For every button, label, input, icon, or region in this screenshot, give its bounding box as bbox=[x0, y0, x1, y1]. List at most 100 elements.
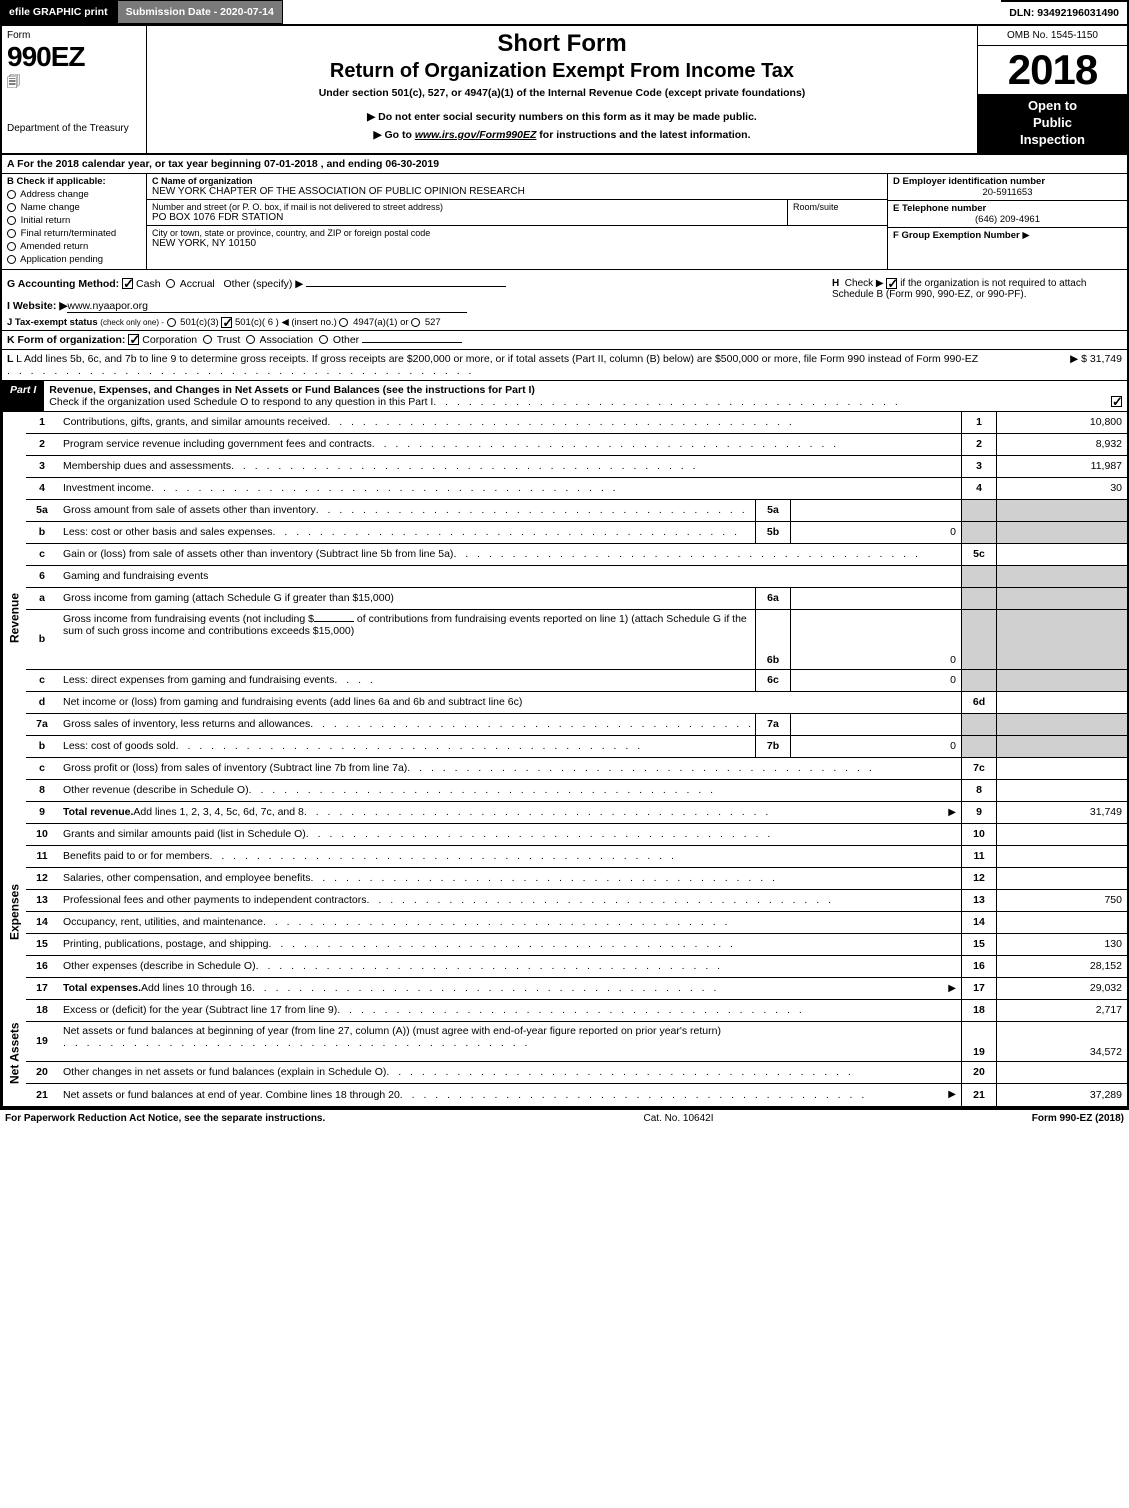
f-arrow-icon: ▶ bbox=[1022, 230, 1029, 241]
f-label: F Group Exemption Number bbox=[893, 230, 1020, 241]
phone-value: (646) 209-4961 bbox=[893, 214, 1122, 225]
website-value: www.nyaapor.org bbox=[67, 300, 467, 313]
dln-label: DLN: 93492196031490 bbox=[1001, 0, 1129, 24]
line-j: J Tax-exempt status (check only one) - 5… bbox=[7, 317, 822, 328]
omb-number: OMB No. 1545-1150 bbox=[978, 26, 1127, 46]
e-label: E Telephone number bbox=[893, 203, 1122, 214]
page-footer: For Paperwork Reduction Act Notice, see … bbox=[0, 1110, 1129, 1127]
row-6d: d Net income or (loss) from gaming and f… bbox=[26, 692, 1127, 714]
checkbox-pending[interactable] bbox=[7, 255, 16, 264]
form-number: 990EZ bbox=[7, 41, 141, 73]
row-7b: b Less: cost of goods sold 7b 0 bbox=[26, 736, 1127, 758]
row-10: 10 Grants and similar amounts paid (list… bbox=[26, 824, 1127, 846]
checkbox-name-change[interactable] bbox=[7, 203, 16, 212]
row-18: 18 Excess or (deficit) for the year (Sub… bbox=[26, 1000, 1127, 1022]
row-17: 17 Total expenses. Add lines 10 through … bbox=[26, 978, 1127, 1000]
header-center: Short Form Return of Organization Exempt… bbox=[147, 26, 977, 153]
street-value: PO BOX 1076 FDR STATION bbox=[152, 212, 782, 223]
part1-title: Revenue, Expenses, and Changes in Net As… bbox=[49, 384, 1122, 396]
checkbox-address-change[interactable] bbox=[7, 190, 16, 199]
city-value: NEW YORK, NY 10150 bbox=[152, 238, 882, 249]
efile-print-button[interactable]: efile GRAPHIC print bbox=[0, 0, 117, 24]
row-4: 4 Investment income 4 30 bbox=[26, 478, 1127, 500]
row-19: 19 Net assets or fund balances at beginn… bbox=[26, 1022, 1127, 1062]
row-2: 2 Program service revenue including gove… bbox=[26, 434, 1127, 456]
d-label: D Employer identification number bbox=[893, 176, 1122, 187]
checkbox-cash[interactable] bbox=[122, 278, 133, 289]
checkbox-initial-return[interactable] bbox=[7, 216, 16, 225]
expenses-side-label: Expenses bbox=[2, 824, 26, 1000]
row-13: 13 Professional fees and other payments … bbox=[26, 890, 1127, 912]
checkbox-trust[interactable] bbox=[203, 335, 212, 344]
row-16: 16 Other expenses (describe in Schedule … bbox=[26, 956, 1127, 978]
open-to-public: Open toPublicInspection bbox=[978, 94, 1127, 153]
checkbox-assoc[interactable] bbox=[246, 335, 255, 344]
part1-label: Part I bbox=[2, 381, 44, 411]
row-5c: c Gain or (loss) from sale of assets oth… bbox=[26, 544, 1127, 566]
box-b: B Check if applicable: Address change Na… bbox=[2, 174, 147, 269]
row-7c: c Gross profit or (loss) from sales of i… bbox=[26, 758, 1127, 780]
row-5b: b Less: cost or other basis and sales ex… bbox=[26, 522, 1127, 544]
irs-link[interactable]: www.irs.gov/Form990EZ bbox=[415, 129, 537, 141]
header-left: Form 990EZ 🗐 Department of the Treasury bbox=[2, 26, 147, 153]
goto-link-row: ▶ Go to www.irs.gov/Form990EZ for instru… bbox=[157, 129, 967, 141]
checkbox-final-return[interactable] bbox=[7, 229, 16, 238]
row-20: 20 Other changes in net assets or fund b… bbox=[26, 1062, 1127, 1084]
street-label: Number and street (or P. O. box, if mail… bbox=[152, 202, 782, 212]
row-21: 21 Net assets or fund balances at end of… bbox=[26, 1084, 1127, 1106]
checkbox-accrual[interactable] bbox=[166, 279, 175, 288]
row-12: 12 Salaries, other compensation, and emp… bbox=[26, 868, 1127, 890]
row-6b: b Gross income from fundraising events (… bbox=[26, 610, 1127, 670]
row-15: 15 Printing, publications, postage, and … bbox=[26, 934, 1127, 956]
info-block: B Check if applicable: Address change Na… bbox=[2, 174, 1127, 270]
net-assets-side-label: Net Assets bbox=[2, 1000, 26, 1106]
checkbox-501c[interactable] bbox=[221, 317, 232, 328]
line-i: I Website: ▶www.nyaapor.org bbox=[7, 300, 822, 313]
revenue-section: Revenue 1 Contributions, gifts, grants, … bbox=[2, 412, 1127, 824]
expenses-section: Expenses 10 Grants and similar amounts p… bbox=[2, 824, 1127, 1000]
line-l: L L Add lines 5b, 6c, and 7b to line 9 t… bbox=[2, 350, 1127, 381]
line-g: G Accounting Method: Cash Accrual Other … bbox=[7, 278, 822, 290]
row-9: 9 Total revenue. Add lines 1, 2, 3, 4, 5… bbox=[26, 802, 1127, 824]
row-3: 3 Membership dues and assessments 3 11,9… bbox=[26, 456, 1127, 478]
dept-treasury: Department of the Treasury bbox=[7, 123, 141, 134]
revenue-side-label: Revenue bbox=[2, 412, 26, 824]
form-header: Form 990EZ 🗐 Department of the Treasury … bbox=[2, 26, 1127, 155]
line-gh: G Accounting Method: Cash Accrual Other … bbox=[2, 270, 1127, 331]
row-1: 1 Contributions, gifts, grants, and simi… bbox=[26, 412, 1127, 434]
line-a: A For the 2018 calendar year, or tax yea… bbox=[2, 155, 1127, 174]
net-assets-section: Net Assets 18 Excess or (deficit) for th… bbox=[2, 1000, 1127, 1108]
under-section: Under section 501(c), 527, or 4947(a)(1)… bbox=[157, 87, 967, 99]
box-c: C Name of organization NEW YORK CHAPTER … bbox=[147, 174, 887, 269]
part1-header: Part I Revenue, Expenses, and Changes in… bbox=[2, 381, 1127, 412]
room-label: Room/suite bbox=[793, 202, 882, 212]
row-11: 11 Benefits paid to or for members 11 bbox=[26, 846, 1127, 868]
checkbox-amended[interactable] bbox=[7, 242, 16, 251]
ssn-warning: ▶ Do not enter social security numbers o… bbox=[157, 111, 967, 123]
checkbox-schedule-o[interactable] bbox=[1111, 396, 1122, 407]
checkbox-other-org[interactable] bbox=[319, 335, 328, 344]
checkbox-501c3[interactable] bbox=[167, 318, 176, 327]
submission-date-button[interactable]: Submission Date - 2020-07-14 bbox=[117, 0, 283, 24]
return-title: Return of Organization Exempt From Incom… bbox=[157, 60, 967, 83]
line-h: H Check ▶ if the organization is not req… bbox=[827, 270, 1127, 330]
ein-value: 20-5911653 bbox=[893, 187, 1122, 198]
row-5a: 5a Gross amount from sale of assets othe… bbox=[26, 500, 1127, 522]
checkbox-4947[interactable] bbox=[339, 318, 348, 327]
footer-mid: Cat. No. 10642I bbox=[325, 1113, 1031, 1124]
top-bar: efile GRAPHIC print Submission Date - 20… bbox=[0, 0, 1129, 24]
part1-check-text: Check if the organization used Schedule … bbox=[49, 396, 433, 408]
org-name: NEW YORK CHAPTER OF THE ASSOCIATION OF P… bbox=[152, 186, 882, 197]
box-def: D Employer identification number 20-5911… bbox=[887, 174, 1127, 269]
checkbox-corp[interactable] bbox=[128, 334, 139, 345]
tax-year: 2018 bbox=[978, 46, 1127, 94]
row-8: 8 Other revenue (describe in Schedule O)… bbox=[26, 780, 1127, 802]
c-label: C Name of organization bbox=[152, 176, 882, 186]
city-label: City or town, state or province, country… bbox=[152, 228, 882, 238]
checkbox-527[interactable] bbox=[411, 318, 420, 327]
checkbox-h[interactable] bbox=[886, 278, 897, 289]
footer-left: For Paperwork Reduction Act Notice, see … bbox=[5, 1113, 325, 1124]
row-14: 14 Occupancy, rent, utilities, and maint… bbox=[26, 912, 1127, 934]
short-form-title: Short Form bbox=[157, 30, 967, 58]
footer-right: Form 990-EZ (2018) bbox=[1032, 1113, 1124, 1124]
